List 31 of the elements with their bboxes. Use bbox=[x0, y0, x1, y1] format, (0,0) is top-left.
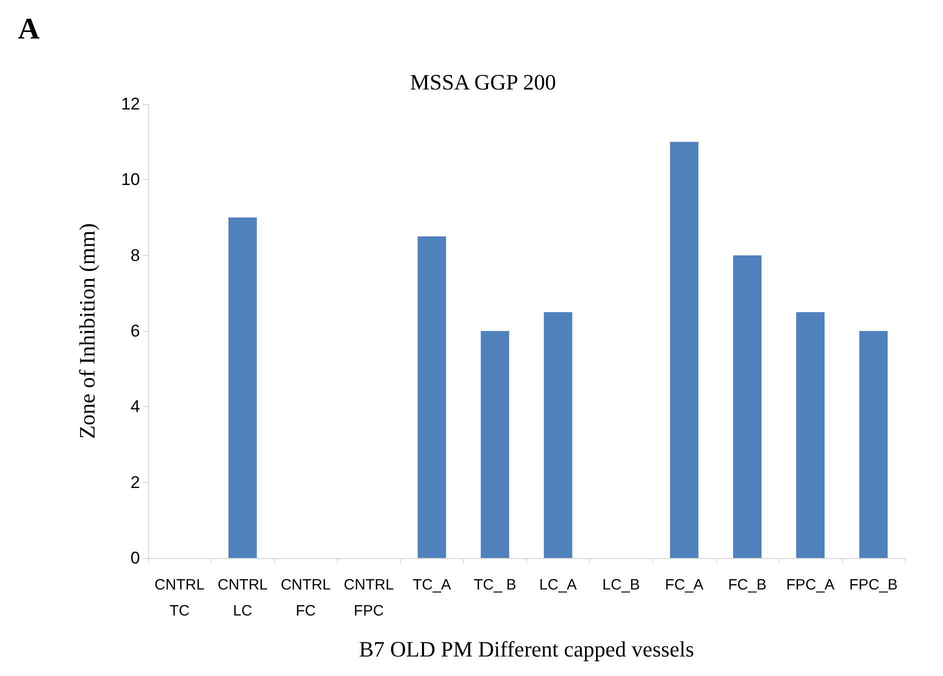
y-tick-label: 10 bbox=[121, 170, 140, 190]
chart-title: MSSA GGP 200 bbox=[410, 70, 556, 94]
y-axis-title: Zone of Inhibition (mm) bbox=[74, 223, 100, 439]
x-tick-label: CNTRL TC bbox=[154, 576, 205, 620]
x-tick-label: LC_A bbox=[539, 576, 577, 594]
x-tick-label: FC_B bbox=[728, 576, 766, 594]
x-tick-label: CNTRL LC bbox=[218, 576, 268, 620]
y-tick-label: 0 bbox=[130, 548, 140, 568]
bar bbox=[859, 331, 888, 558]
bar bbox=[670, 142, 698, 558]
bar bbox=[480, 331, 510, 558]
x-tick-label: FPC_A bbox=[786, 576, 835, 594]
text: A bbox=[18, 12, 40, 46]
x-tick-label: CNTRL FC bbox=[280, 576, 331, 620]
y-tick-label: 12 bbox=[121, 94, 140, 114]
x-tick-label: TC_A bbox=[412, 576, 452, 594]
bar bbox=[796, 312, 825, 558]
bar bbox=[228, 218, 257, 558]
x-tick-label: FC_A bbox=[665, 576, 704, 594]
y-tick-label: 2 bbox=[130, 472, 140, 492]
x-axis-title: B7 OLD PM Different capped vessels bbox=[358, 636, 694, 662]
x-tick-label: FPC_B bbox=[849, 576, 898, 594]
bar bbox=[733, 255, 762, 558]
y-tick-label: 8 bbox=[130, 246, 140, 265]
y-tick-label: 6 bbox=[130, 322, 140, 340]
x-tick-label: LC_B bbox=[602, 576, 640, 594]
y-tick-label: 4 bbox=[130, 397, 140, 416]
x-tick-label: CNTRL FPC bbox=[344, 576, 394, 620]
bar bbox=[418, 236, 446, 558]
bar bbox=[544, 312, 572, 558]
x-tick-label: TC_ B bbox=[474, 576, 516, 594]
